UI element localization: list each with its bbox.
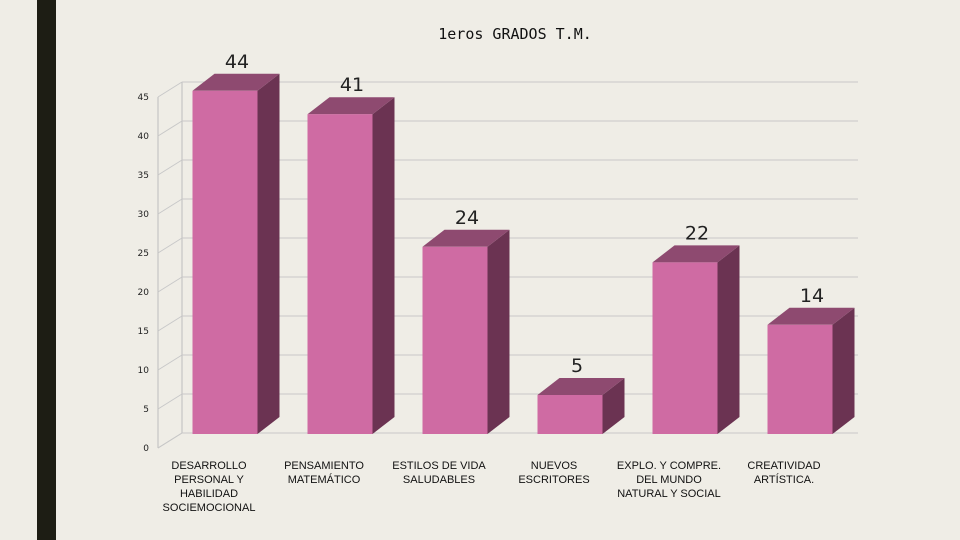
category-label: CREATIVIDAD ARTÍSTICA.: [747, 460, 820, 486]
category-label-line: HABILIDAD: [180, 488, 238, 500]
data-label: 41: [340, 74, 364, 96]
bar: [422, 229, 510, 434]
data-labels: 44 41 24 5 22 14: [225, 51, 824, 377]
data-label: 44: [225, 51, 249, 73]
category-label-line: EXPLO. Y COMPRE.: [617, 460, 721, 472]
category-label-line: NUEVOS: [531, 460, 577, 472]
category-label-line: ARTÍSTICA.: [754, 473, 814, 486]
data-label: 5: [571, 355, 583, 377]
category-label-line: PENSAMIENTO: [284, 460, 364, 472]
bar-front: [422, 246, 488, 434]
gridline-diagonal: [157, 393, 183, 410]
y-tick-label: 0: [143, 444, 149, 454]
bar: [767, 307, 855, 434]
category-label: EXPLO. Y COMPRE. DEL MUNDO NATURAL Y SOCIA…: [617, 460, 721, 500]
bar-side: [487, 229, 510, 434]
y-tick-label: 30: [138, 210, 150, 220]
category-label-line: PERSONAL Y: [174, 474, 244, 486]
gridline-diagonal: [157, 432, 183, 449]
gridline-diagonal: [157, 120, 183, 137]
category-label-line: SALUDABLES: [403, 474, 475, 486]
category-label-line: CREATIVIDAD: [747, 460, 820, 472]
bars: [192, 73, 855, 435]
bar-side: [372, 97, 395, 434]
y-tick-label: 25: [138, 249, 149, 259]
y-tick-label: 35: [138, 171, 149, 181]
gridline-diagonal: [157, 276, 183, 293]
bar-top: [192, 73, 280, 91]
y-tick-label: 45: [138, 93, 149, 103]
bar-front: [652, 262, 718, 434]
gridline-diagonal: [157, 237, 183, 254]
y-tick-label: 5: [143, 405, 149, 415]
bar-front: [192, 90, 258, 435]
bar-front: [767, 324, 833, 434]
bar-top: [422, 229, 510, 247]
data-label: 22: [685, 222, 709, 244]
bar: [192, 73, 280, 435]
bar-front: [537, 395, 603, 434]
bar-side: [832, 307, 855, 434]
data-label: 24: [455, 207, 479, 229]
category-label-line: MATEMÁTICO: [288, 473, 361, 486]
y-tick-label: 20: [138, 288, 150, 298]
bar-top: [307, 97, 395, 115]
category-label: DESARROLLO PERSONAL Y HABILIDAD SOCIEMOCION…: [163, 460, 256, 514]
gridline-diagonal: [157, 354, 183, 371]
category-label-line: NATURAL Y SOCIAL: [617, 488, 721, 500]
category-label-line: DESARROLLO: [171, 460, 247, 472]
gridline-diagonal: [157, 81, 183, 98]
category-label-line: SOCIEMOCIONAL: [163, 502, 256, 514]
y-tick-label: 15: [138, 327, 149, 337]
left-accent-bar: [37, 0, 56, 540]
gridline-diagonal: [157, 315, 183, 332]
bar: [537, 378, 625, 434]
bar: [307, 97, 395, 434]
category-label-line: ESTILOS DE VIDA: [392, 460, 486, 472]
category-label: NUEVOS ESCRITORES: [518, 460, 589, 486]
category-label: ESTILOS DE VIDA SALUDABLES: [392, 460, 486, 486]
gridline-diagonal: [157, 159, 183, 176]
category-label: PENSAMIENTO MATEMÁTICO: [284, 460, 364, 486]
chart-title: 1eros GRADOS T.M.: [438, 25, 592, 43]
bar-top: [767, 307, 855, 325]
category-label-line: ESCRITORES: [518, 474, 589, 486]
bar-side: [602, 378, 625, 434]
bar-top: [652, 245, 740, 263]
y-tick-label: 10: [138, 366, 150, 376]
bar-front: [307, 114, 373, 434]
category-labels: DESARROLLO PERSONAL Y HABILIDAD SOCIEMOCION…: [163, 460, 821, 514]
gridlines: [157, 81, 858, 449]
category-label-line: DEL MUNDO: [636, 474, 702, 486]
bar-side: [717, 245, 740, 434]
bar-top: [537, 378, 625, 395]
data-label: 14: [800, 285, 824, 307]
gridline-diagonal: [157, 198, 183, 215]
bar: [652, 245, 740, 434]
bar-side: [257, 73, 280, 435]
y-tick-label: 40: [138, 132, 150, 142]
y-axis-ticks: 0 5 10 15 20 25 30 35 40 45: [138, 93, 150, 454]
